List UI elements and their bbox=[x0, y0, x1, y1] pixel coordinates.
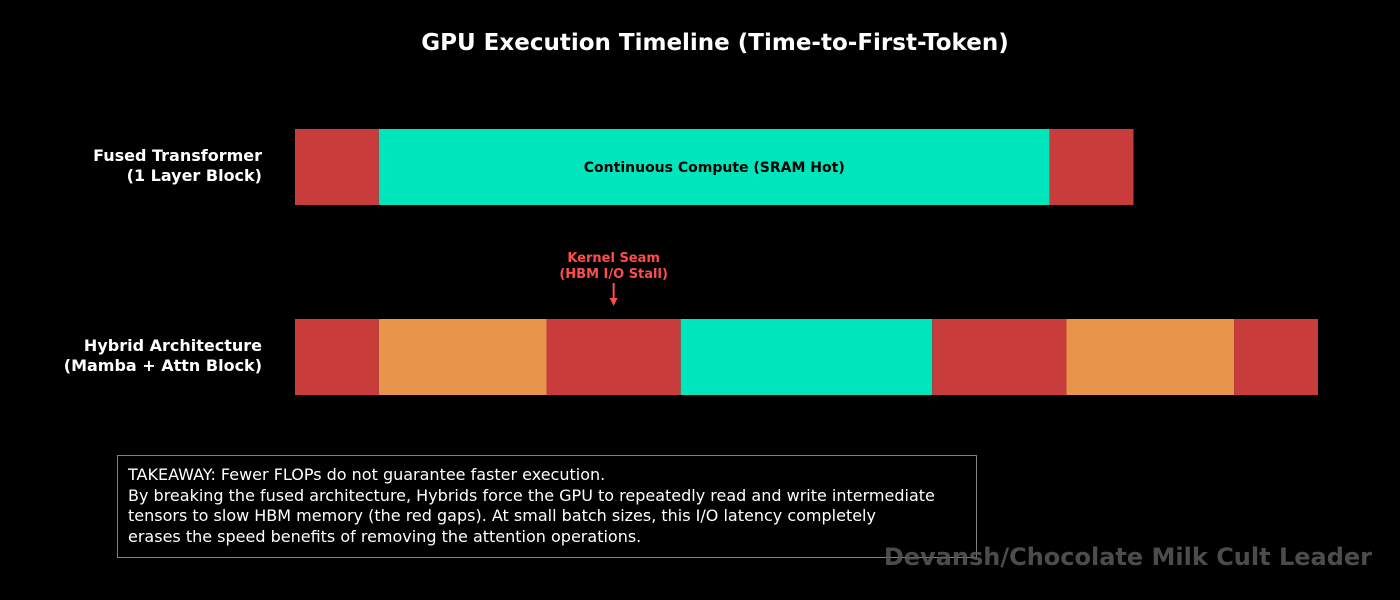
row-label-line: Fused Transformer bbox=[93, 146, 262, 165]
takeaway-line: TAKEAWAY: Fewer FLOPs do not guarantee f… bbox=[128, 465, 606, 484]
timeline-segment bbox=[1049, 129, 1134, 205]
timeline-segment bbox=[295, 129, 379, 205]
annotation-arrow-head bbox=[609, 298, 618, 306]
timeline-segment bbox=[932, 319, 1067, 395]
timeline-segment bbox=[1234, 319, 1318, 395]
segment-label: Continuous Compute (SRAM Hot) bbox=[584, 160, 845, 176]
row-label-line: (Mamba + Attn Block) bbox=[63, 356, 262, 375]
takeaway-box: TAKEAWAY: Fewer FLOPs do not guarantee f… bbox=[117, 455, 977, 558]
annotation-text: Kernel Seam bbox=[567, 251, 660, 266]
row-label-fused-transformer: Fused Transformer (1 Layer Block) bbox=[93, 146, 262, 186]
timeline-segment bbox=[1066, 319, 1235, 395]
annotation-text: (HBM I/O Stall) bbox=[559, 267, 668, 282]
timeline-segment bbox=[378, 319, 547, 395]
takeaway-line: tensors to slow HBM memory (the red gaps… bbox=[128, 506, 876, 526]
row-label-hybrid-architecture: Hybrid Architecture (Mamba + Attn Block) bbox=[64, 336, 262, 376]
row-label-line: Hybrid Architecture bbox=[83, 336, 262, 355]
watermark: Devansh/Chocolate Milk Cult Leader bbox=[883, 543, 1372, 571]
chart-title: GPU Execution Timeline (Time-to-First-To… bbox=[421, 30, 1009, 56]
timeline-segment bbox=[680, 319, 933, 395]
takeaway-line: By breaking the fused architecture, Hybr… bbox=[128, 485, 935, 505]
row-label-line: (1 Layer Block) bbox=[126, 166, 262, 185]
timeline-segment bbox=[546, 319, 681, 395]
takeaway-line: erases the speed benefits of removing th… bbox=[128, 527, 642, 547]
timeline-segment bbox=[378, 129, 1050, 205]
timeline-segment bbox=[295, 319, 379, 395]
